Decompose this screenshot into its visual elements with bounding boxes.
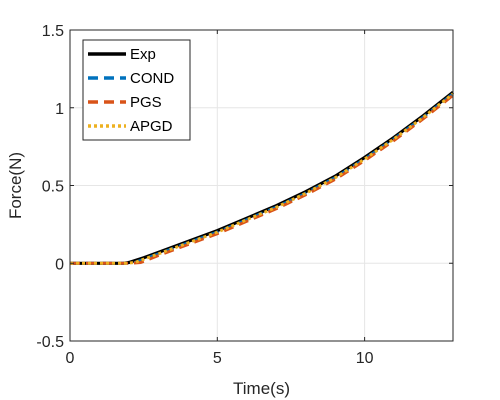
legend-label-cond: COND: [130, 70, 174, 87]
y-tick-label-1: 0: [55, 256, 64, 273]
legend-box: [82, 39, 191, 141]
y-tick-label-3: 1: [55, 101, 64, 118]
y-axis-title: Force(N): [6, 152, 25, 219]
x-tick-label-1: 5: [213, 350, 222, 367]
y-tick-label-4: 1.5: [42, 23, 64, 40]
x-tick-label-2: 10: [356, 350, 374, 367]
legend-label-exp: Exp: [130, 46, 156, 63]
legend-label-apgd: APGD: [130, 118, 173, 135]
series-line-pgs: [70, 94, 454, 265]
x-tick-label-0: 0: [66, 350, 75, 367]
legend-label-pgs: PGS: [130, 94, 162, 111]
y-tick-label-0: -0.5: [36, 334, 64, 351]
x-axis-title: Time(s): [233, 379, 290, 398]
legend: Exp COND PGS APGD: [82, 39, 191, 141]
data-series: [70, 90, 454, 265]
legend-items: Exp COND PGS APGD: [88, 46, 174, 135]
axis-ticks: 0 5 10-0.500.511.5: [36, 23, 453, 367]
y-tick-label-2: 0.5: [42, 179, 64, 196]
